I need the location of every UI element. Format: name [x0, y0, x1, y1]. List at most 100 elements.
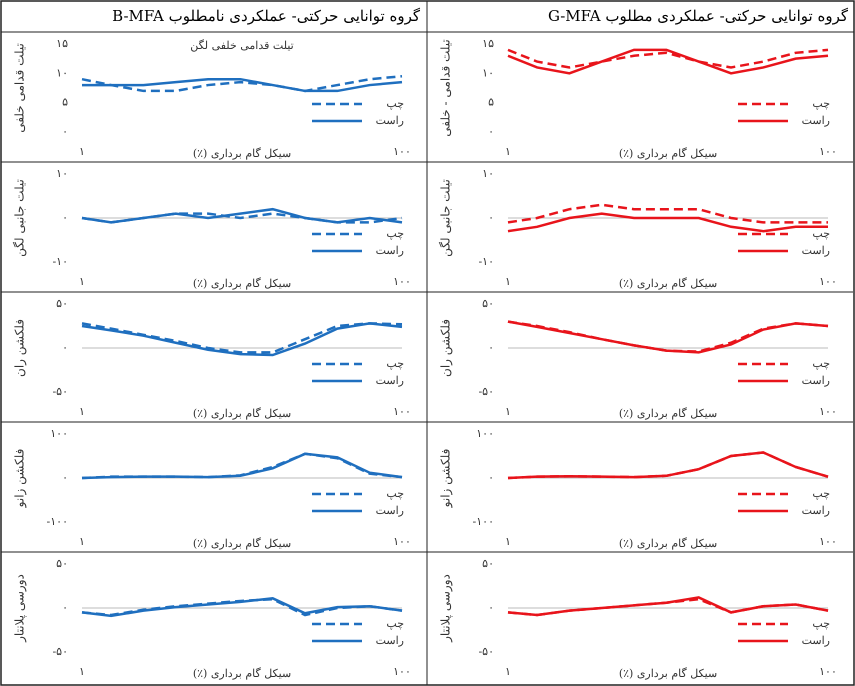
x-axis-label: سیکل گام برداری (٪) — [193, 147, 291, 160]
y-axis-label: تیلت جانبی لگن — [439, 179, 453, 257]
y-tick-label: -۵۰ — [478, 385, 494, 398]
y-tick-label: -۵۰ — [52, 385, 68, 398]
column-header: گروه توانایی حرکتی- عملکردی نامطلوب B-MF… — [112, 7, 421, 25]
chart-title: تیلت قدامی خلفی لگن — [190, 39, 293, 52]
legend-label: راست — [802, 244, 830, 257]
series-line — [507, 48, 829, 75]
x-tick-label: ۱۰۰ — [393, 275, 411, 288]
x-tick-label: ۱۰۰ — [393, 665, 411, 678]
legend-label: چپ — [386, 97, 404, 110]
series-line — [81, 207, 403, 224]
y-tick-label: ۱۰ — [56, 167, 68, 180]
x-tick-label: ۱ — [505, 535, 511, 548]
y-tick-label: ۱۵ — [482, 37, 494, 50]
series-line — [507, 203, 828, 224]
legend-label: راست — [376, 504, 404, 517]
x-tick-label: ۱۰۰ — [819, 145, 837, 158]
series-line — [81, 75, 403, 93]
legend-label: چپ — [386, 357, 404, 370]
y-tick-label: ۵۰ — [482, 557, 494, 570]
column-header: گروه توانایی حرکتی- عملکردی مطلوب G-MFA — [548, 7, 849, 25]
y-tick-label: -۵۰ — [478, 645, 494, 658]
y-tick-label: ۰ — [488, 125, 494, 138]
y-tick-label: ۵۰ — [482, 297, 494, 310]
y-tick-label: ۱۰ — [482, 66, 494, 79]
x-axis-label: سیکل گام برداری (٪) — [619, 537, 717, 550]
legend-label: راست — [376, 634, 404, 647]
y-axis-label: فلکشن ران — [13, 319, 27, 377]
legend-label: چپ — [386, 487, 404, 500]
y-tick-label: -۱۰ — [52, 255, 68, 268]
legend-label: راست — [376, 244, 404, 257]
x-axis-label: سیکل گام برداری (٪) — [193, 407, 291, 420]
y-axis-label: تیلت قدامی خلفی — [13, 43, 27, 133]
y-axis-label: تیلت قدامی - خلفی — [439, 39, 453, 136]
y-tick-label: ۵ — [62, 96, 68, 109]
y-axis-label: فلکشن ران — [439, 319, 453, 377]
x-tick-label: ۱ — [505, 665, 511, 678]
y-tick-label: ۰ — [62, 471, 68, 484]
y-axis-label: دورسی پلانتار — [13, 574, 27, 643]
legend-label: چپ — [812, 357, 830, 370]
y-tick-label: ۰ — [62, 341, 68, 354]
y-tick-label: ۰ — [62, 211, 68, 224]
y-tick-label: ۵ — [488, 96, 494, 109]
y-tick-label: -۱۰۰ — [473, 515, 494, 528]
y-axis-label: فلکشن زانو — [13, 449, 27, 509]
y-tick-label: ۰ — [488, 211, 494, 224]
x-tick-label: ۱۰۰ — [393, 405, 411, 418]
y-axis-label: فلکشن زانو — [439, 449, 453, 509]
legend-label: چپ — [812, 487, 830, 500]
y-tick-label: -۱۰۰ — [47, 515, 68, 528]
x-tick-label: ۱۰۰ — [819, 665, 837, 678]
legend-label: چپ — [386, 227, 404, 240]
legend-label: چپ — [812, 227, 830, 240]
y-tick-label: ۱۰۰ — [476, 427, 494, 440]
y-axis-label: تیلت جانبی لگن — [13, 179, 27, 257]
y-tick-label: ۰ — [488, 471, 494, 484]
y-tick-label: ۰ — [488, 341, 494, 354]
x-tick-label: ۱ — [79, 405, 85, 418]
series-line — [507, 451, 829, 480]
series-line — [81, 212, 403, 224]
x-tick-label: ۱ — [79, 275, 85, 288]
x-tick-label: ۱۰۰ — [819, 535, 837, 548]
x-tick-label: ۱۰۰ — [393, 145, 411, 158]
x-tick-label: ۱ — [79, 665, 85, 678]
series-line — [81, 322, 403, 354]
x-tick-label: ۱۰۰ — [819, 405, 837, 418]
series-line — [81, 322, 403, 357]
y-tick-label: ۵۰ — [56, 297, 68, 310]
y-tick-label: -۵۰ — [52, 645, 68, 658]
y-tick-label: ۱۰۰ — [50, 427, 68, 440]
series-line — [507, 48, 829, 69]
y-tick-label: ۰ — [62, 601, 68, 614]
y-tick-label: ۵۰ — [56, 557, 68, 570]
y-tick-label: ۱۵ — [56, 37, 68, 50]
x-tick-label: ۱ — [79, 145, 85, 158]
x-tick-label: ۱۰۰ — [393, 535, 411, 548]
series-line — [507, 320, 829, 354]
series-line — [507, 451, 829, 480]
y-tick-label: -۱۰ — [478, 255, 494, 268]
y-tick-label: ۱۰ — [482, 167, 494, 180]
legend-label: چپ — [812, 97, 830, 110]
legend-label: راست — [376, 114, 404, 127]
x-axis-label: سیکل گام برداری (٪) — [193, 537, 291, 550]
x-axis-label: سیکل گام برداری (٪) — [619, 407, 717, 420]
legend-label: راست — [802, 374, 830, 387]
y-tick-label: ۰ — [488, 601, 494, 614]
series-line — [82, 77, 403, 93]
x-tick-label: ۱ — [505, 275, 511, 288]
x-axis-label: سیکل گام برداری (٪) — [193, 667, 291, 680]
legend-label: راست — [802, 114, 830, 127]
series-line — [507, 596, 829, 617]
x-tick-label: ۱ — [505, 405, 511, 418]
legend-label: چپ — [386, 617, 404, 630]
y-tick-label: ۰ — [62, 125, 68, 138]
y-tick-label: ۱۰ — [56, 66, 68, 79]
series-line — [81, 597, 403, 618]
y-axis-label: دورسی پلانتار — [439, 574, 453, 643]
legend-label: راست — [376, 374, 404, 387]
